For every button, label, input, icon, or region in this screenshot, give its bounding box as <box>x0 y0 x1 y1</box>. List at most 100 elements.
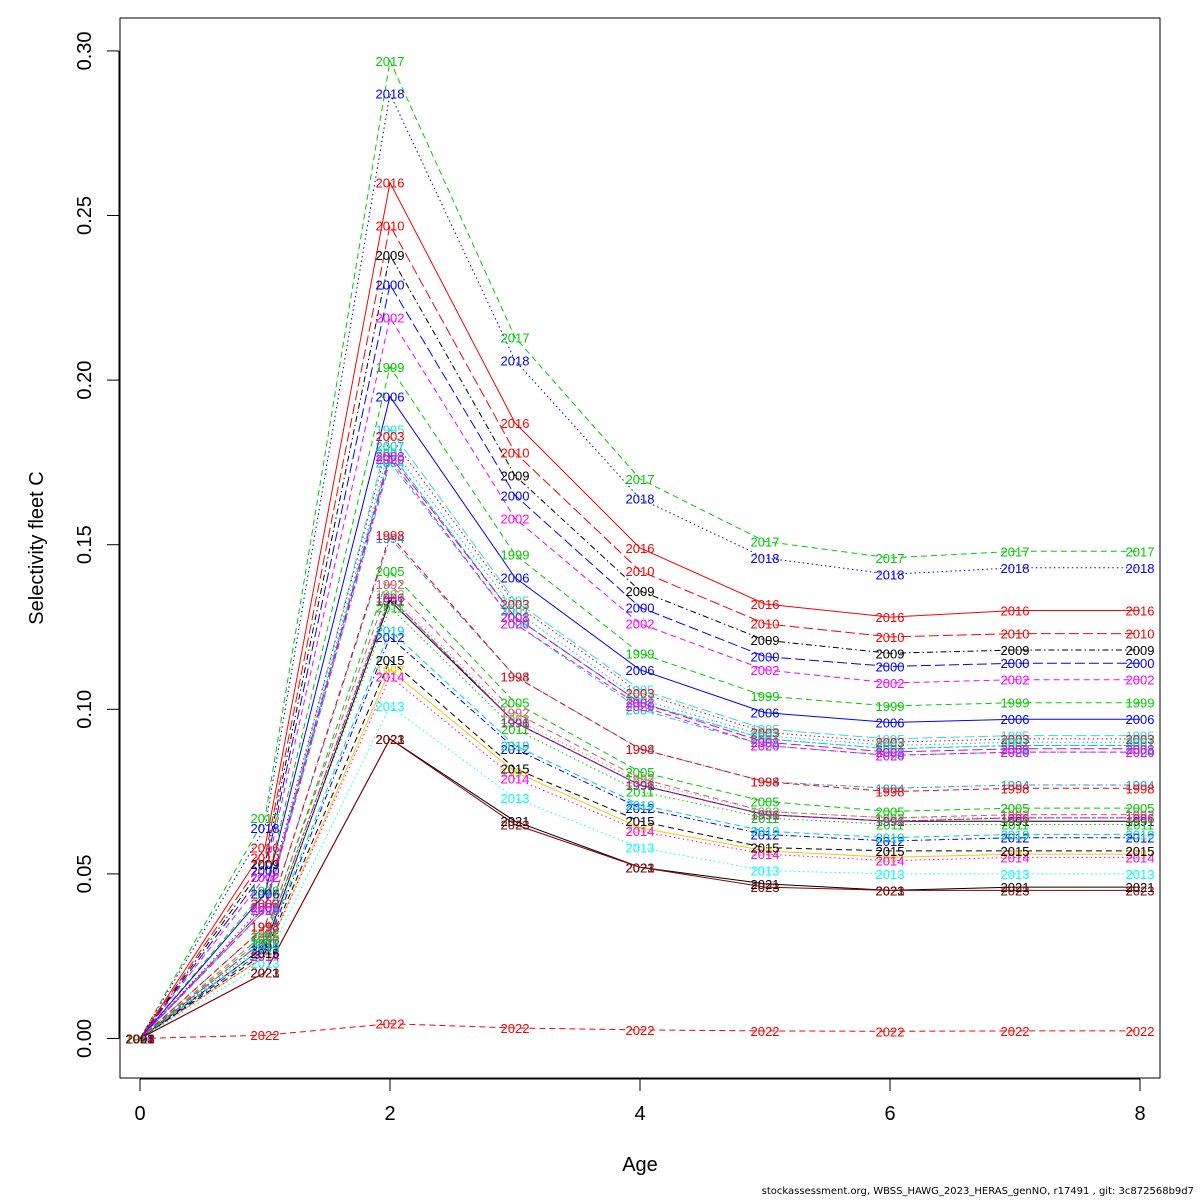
point-label: 2009 <box>1126 643 1155 658</box>
point-label: 2013 <box>376 699 405 714</box>
point-label: 2014 <box>376 669 405 684</box>
point-label: 2019 <box>126 1032 155 1047</box>
point-label: 2006 <box>751 706 780 721</box>
point-label: 2004 <box>376 455 405 470</box>
point-label: 2017 <box>501 330 530 345</box>
series-labels-1997: 1997 1997 1997 1997 1997 1997 1997 1997 1997 <box>126 663 1155 1047</box>
point-label: 2014 <box>751 847 780 862</box>
point-label: 2003 <box>126 1032 155 1047</box>
point-label: 2000 <box>251 864 280 879</box>
point-label: 2002 <box>1001 673 1030 688</box>
x-axis-title: Age <box>622 1154 658 1176</box>
point-label: 2015 <box>251 946 280 961</box>
point-label: 2018 <box>626 492 655 507</box>
point-label: 1999 <box>376 360 405 375</box>
point-label: 2015 <box>1126 844 1155 859</box>
series-1995 <box>139 428 1140 1039</box>
point-label: 2005 <box>876 804 905 819</box>
point-label: 2019 <box>376 623 405 638</box>
point-label: 2008 <box>1001 742 1030 757</box>
point-label: 1995 <box>126 1032 155 1047</box>
point-label: 2006 <box>376 390 405 405</box>
x-tick-label: 0 <box>134 1103 145 1125</box>
series-labels-1991: 1991 1991 1991 1991 1991 1991 1991 1991 1991 <box>126 594 1155 1047</box>
series-labels-2018: 2018 2018 2018 2018 2018 2018 2018 2018 2018 <box>126 87 1155 1047</box>
point-label: 1995 <box>1126 729 1155 744</box>
point-label: 2020 <box>1126 745 1155 760</box>
point-label: 2022 <box>626 1023 655 1038</box>
point-label: 1996 <box>501 716 530 731</box>
point-label: 1995 <box>626 683 655 698</box>
point-label: 2017 <box>1126 544 1155 559</box>
point-label: 2018 <box>126 1032 155 1047</box>
point-label: 2017 <box>376 54 405 69</box>
point-label: 2007 <box>251 900 280 915</box>
point-label: 1992 <box>251 926 280 941</box>
series-1999 <box>139 365 1140 1039</box>
point-label: 2007 <box>126 1032 155 1047</box>
point-label: 2023 <box>876 883 905 898</box>
y-tick-label: 0.25 <box>74 196 96 235</box>
point-label: 2022 <box>1126 1024 1155 1039</box>
x-tick-label: 2 <box>384 1103 395 1125</box>
point-label: 1991 <box>751 808 780 823</box>
point-label: 2010 <box>1001 627 1030 642</box>
point-label: 2017 <box>626 472 655 487</box>
point-label: 2003 <box>751 725 780 740</box>
point-label: 2004 <box>876 748 905 763</box>
point-label: 1997 <box>751 844 780 859</box>
point-label: 1994 <box>376 531 405 546</box>
point-label: 2007 <box>376 439 405 454</box>
point-label: 1999 <box>501 548 530 563</box>
point-label: 2001 <box>626 696 655 711</box>
point-label: 1998 <box>376 528 405 543</box>
point-label: 2011 <box>251 936 279 951</box>
point-label: 2020 <box>751 739 780 754</box>
series-labels-2002: 2002 2002 2002 2002 2002 2002 2002 2002 2002 <box>126 311 1155 1047</box>
point-label: 1991 <box>376 594 405 609</box>
point-label: 2005 <box>626 765 655 780</box>
point-label: 1991 <box>251 939 280 954</box>
point-label: 2023 <box>501 818 530 833</box>
point-label: 1997 <box>626 821 655 836</box>
point-label: 2003 <box>1001 732 1030 747</box>
point-label: 1999 <box>751 689 780 704</box>
point-label: 2015 <box>376 653 405 668</box>
point-label: 2000 <box>126 1032 155 1047</box>
series-labels-2005: 2005 2005 2005 2005 2005 2005 2005 2005 2005 <box>126 564 1155 1047</box>
point-label: 2013 <box>1001 867 1030 882</box>
series-labels-2020: 2020 2020 2020 2020 2020 2020 2020 2020 2020 <box>126 452 1155 1046</box>
series-line-1992 <box>139 583 1140 1039</box>
point-label: 1995 <box>501 594 530 609</box>
point-label: 2016 <box>376 176 405 191</box>
point-label: 2021 <box>126 1032 155 1047</box>
point-label: 1999 <box>251 883 280 898</box>
point-label: 2018 <box>1126 561 1155 576</box>
point-label: 1997 <box>1001 847 1030 862</box>
point-label: 1995 <box>876 732 905 747</box>
point-label: 2013 <box>751 864 780 879</box>
point-label: 2004 <box>626 702 655 717</box>
series-line-2023 <box>139 738 1140 1039</box>
point-label: 1994 <box>751 775 780 790</box>
series-line-2000 <box>139 283 1140 1039</box>
point-label: 1999 <box>626 646 655 661</box>
point-label: 2000 <box>1001 656 1030 671</box>
point-label: 2000 <box>501 488 530 503</box>
point-label: 2008 <box>751 735 780 750</box>
point-label: 2016 <box>1001 604 1030 619</box>
point-label: 2009 <box>251 857 280 872</box>
point-label: 2002 <box>126 1032 155 1047</box>
point-label: 2020 <box>126 1032 155 1047</box>
point-label: 2016 <box>751 597 780 612</box>
point-label: 2003 <box>626 686 655 701</box>
series-labels-1993: 1993 1993 1993 1993 1993 1993 1993 1993 1993 <box>126 587 1155 1046</box>
point-label: 2006 <box>1126 712 1155 727</box>
point-label: 2011 <box>376 600 404 615</box>
point-label: 2003 <box>376 429 405 444</box>
point-label: 1996 <box>876 814 905 829</box>
point-label: 2015 <box>876 844 905 859</box>
series-line-2002 <box>139 316 1140 1039</box>
point-label: 1998 <box>876 785 905 800</box>
point-label: 2001 <box>1126 739 1155 754</box>
